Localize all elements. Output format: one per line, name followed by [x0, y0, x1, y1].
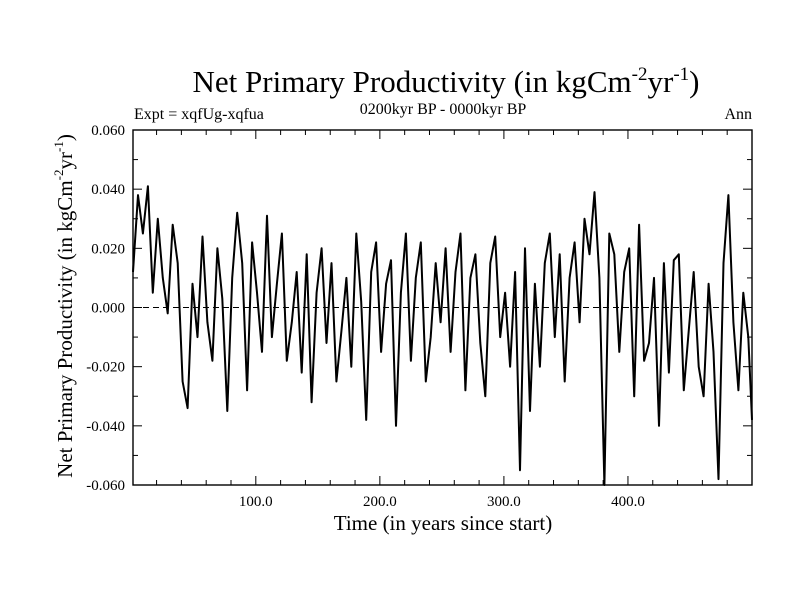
x-tick-label: 200.0 [363, 494, 397, 510]
chart-title-end: ) [689, 64, 699, 99]
y-tick-label: 0.020 [91, 241, 125, 257]
y-tick-label: -0.020 [86, 360, 125, 376]
series-line-0 [132, 185, 753, 486]
y-axis-label: Net Primary Productivity (in kgCm-2yr-1) [51, 134, 77, 478]
chart-title: Net Primary Productivity (in kgCm-2yr-1) [193, 64, 700, 99]
x-axis-label: Time (in years since start) [334, 511, 553, 535]
y-tick-label: -0.060 [86, 478, 125, 494]
y-axis-label-mid: yr [53, 152, 77, 170]
chart-title-sup-2: -1 [673, 64, 689, 85]
x-tick-label: 100.0 [239, 494, 273, 510]
chart-title-sup-1: -2 [632, 64, 648, 85]
y-tick-label: 0.040 [91, 182, 125, 198]
y-axis-label-sup-2: -1 [51, 141, 66, 152]
season-label: Ann [724, 106, 752, 123]
chart-title-text: Net Primary Productivity (in kgCm [193, 64, 632, 99]
y-tick-label: -0.040 [86, 419, 125, 435]
y-axis-label-end: ) [53, 134, 77, 141]
x-tick-label: 400.0 [611, 494, 645, 510]
y-tick-label: 0.060 [91, 123, 125, 139]
experiment-label: Expt = xqfUg-xqfua [134, 106, 264, 123]
time-range-label: 0200kyr BP - 0000kyr BP [360, 101, 527, 118]
y-axis-label-text: Net Primary Productivity (in kgCm [53, 180, 77, 477]
plot-area: 100.0 200.0 300.0 400.0 -0.060 -0.040 -0.020 0.… [86, 123, 753, 510]
y-tick-label: 0.000 [91, 301, 125, 317]
chart-title-mid: yr [647, 64, 674, 99]
x-tick-label: 300.0 [487, 494, 521, 510]
y-axis-label-sup-1: -2 [51, 170, 66, 181]
